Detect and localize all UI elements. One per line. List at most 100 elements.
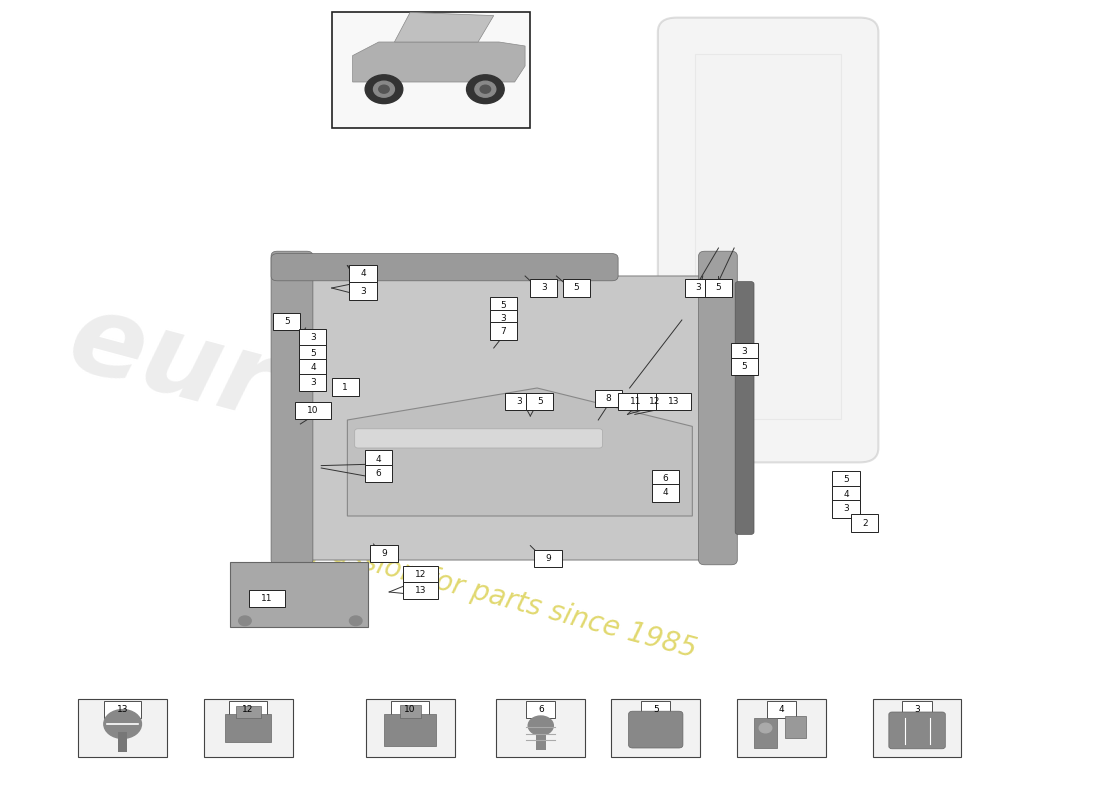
- Text: 3: 3: [310, 333, 316, 342]
- Text: 5: 5: [500, 301, 506, 310]
- Bar: [78, 699, 167, 757]
- Bar: [384, 714, 437, 746]
- Bar: [563, 279, 590, 297]
- Circle shape: [350, 616, 362, 626]
- Bar: [365, 465, 393, 482]
- Text: 10: 10: [405, 705, 416, 714]
- Bar: [119, 732, 126, 752]
- FancyBboxPatch shape: [695, 54, 840, 419]
- Bar: [732, 358, 758, 375]
- Text: 5: 5: [310, 349, 316, 358]
- Text: a passion for parts since 1985: a passion for parts since 1985: [287, 528, 700, 664]
- Bar: [399, 705, 420, 718]
- Bar: [350, 282, 376, 300]
- Bar: [204, 699, 293, 757]
- Text: 3: 3: [360, 286, 366, 296]
- Bar: [754, 718, 777, 748]
- Bar: [299, 329, 327, 346]
- Text: 3: 3: [541, 283, 547, 293]
- Text: 1: 1: [342, 382, 349, 392]
- Text: 2: 2: [862, 518, 868, 528]
- Bar: [618, 393, 653, 410]
- Bar: [737, 699, 826, 757]
- Bar: [526, 393, 553, 410]
- Bar: [299, 359, 327, 377]
- Text: 3: 3: [741, 347, 748, 357]
- Bar: [365, 450, 393, 468]
- Bar: [872, 699, 961, 757]
- Bar: [651, 470, 679, 487]
- Text: 9: 9: [546, 554, 551, 563]
- Text: 5: 5: [741, 362, 748, 371]
- Text: 3: 3: [843, 504, 849, 514]
- Bar: [637, 393, 672, 410]
- Text: 12: 12: [649, 397, 660, 406]
- Bar: [229, 701, 267, 718]
- Text: 4: 4: [844, 490, 849, 499]
- Bar: [103, 701, 142, 718]
- Polygon shape: [348, 388, 692, 516]
- Polygon shape: [306, 276, 708, 560]
- FancyBboxPatch shape: [628, 711, 683, 748]
- Text: 3: 3: [914, 705, 920, 714]
- Circle shape: [480, 86, 491, 94]
- Bar: [536, 727, 546, 750]
- Bar: [332, 378, 359, 396]
- Bar: [851, 514, 879, 532]
- Bar: [235, 706, 261, 718]
- Text: 6: 6: [538, 705, 543, 714]
- Bar: [535, 550, 562, 567]
- Bar: [685, 279, 712, 297]
- Text: 5: 5: [284, 317, 289, 326]
- Text: 3: 3: [500, 314, 506, 323]
- FancyBboxPatch shape: [354, 429, 603, 448]
- FancyBboxPatch shape: [735, 282, 754, 534]
- Text: 10: 10: [307, 406, 319, 415]
- Text: 11: 11: [261, 594, 273, 603]
- Text: 13: 13: [117, 705, 129, 714]
- Text: 13: 13: [415, 586, 427, 595]
- Bar: [403, 582, 438, 599]
- Bar: [490, 297, 517, 314]
- FancyBboxPatch shape: [698, 251, 737, 565]
- Circle shape: [378, 86, 389, 94]
- FancyBboxPatch shape: [889, 712, 945, 749]
- Circle shape: [475, 82, 496, 98]
- Bar: [273, 313, 300, 330]
- Bar: [371, 545, 397, 562]
- Text: 6: 6: [662, 474, 668, 483]
- Bar: [641, 701, 670, 718]
- Polygon shape: [353, 42, 525, 82]
- Text: 5: 5: [716, 283, 722, 293]
- Bar: [350, 265, 376, 282]
- Polygon shape: [395, 13, 494, 42]
- Text: 4: 4: [376, 454, 382, 464]
- Bar: [767, 701, 795, 718]
- Bar: [902, 701, 932, 718]
- Text: 5: 5: [537, 397, 542, 406]
- FancyBboxPatch shape: [271, 254, 618, 281]
- Bar: [250, 590, 285, 607]
- Text: 3: 3: [516, 397, 521, 406]
- Bar: [496, 699, 585, 757]
- Bar: [392, 701, 429, 718]
- Bar: [595, 390, 623, 407]
- Text: 8: 8: [606, 394, 612, 403]
- Text: 13: 13: [668, 397, 680, 406]
- Bar: [299, 374, 327, 391]
- Circle shape: [103, 710, 142, 738]
- Bar: [332, 12, 530, 128]
- Bar: [833, 471, 859, 489]
- Bar: [526, 701, 556, 718]
- Text: 6: 6: [376, 469, 382, 478]
- Bar: [403, 566, 438, 583]
- Text: 5: 5: [573, 283, 580, 293]
- Bar: [490, 310, 517, 327]
- Text: 3: 3: [310, 378, 316, 387]
- Bar: [295, 402, 331, 419]
- Bar: [612, 699, 701, 757]
- Bar: [299, 345, 327, 362]
- Text: 4: 4: [662, 488, 668, 498]
- Bar: [490, 322, 517, 340]
- Text: 5: 5: [843, 475, 849, 485]
